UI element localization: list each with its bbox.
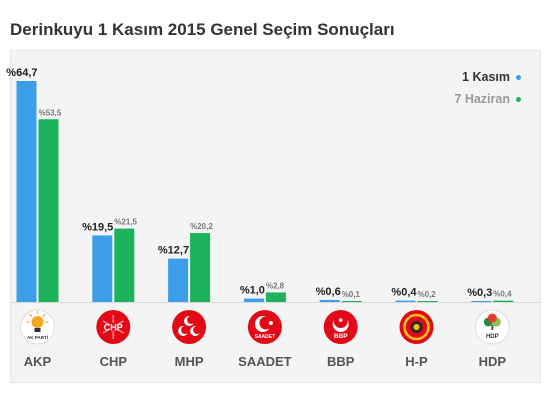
tree-leaf [487,313,497,323]
category-label-chp: CHP [100,354,128,369]
arrow [102,328,111,334]
page-title: Derinkuyu 1 Kasım 2015 Genel Seçim Sonuç… [10,20,395,39]
legend-dot-blue [516,75,521,81]
hdp-tree-icon: HDP [474,309,510,345]
legend-item-7-haziran[interactable]: 7 Haziran [454,88,521,110]
category-label-h-p: H-P [405,354,428,369]
arrow [116,328,125,334]
mhp-three-crescents-icon [172,310,207,344]
value-label-saadet-7-haziran: %2,8 [266,281,285,290]
bar-hdp-7-haziran [493,300,514,302]
logo-text: SAADET [255,334,276,340]
legend-label-1-kasim: 1 Kasım [462,70,510,84]
category-label-hdp: HDP [479,354,507,369]
value-label-mhp-7-haziran: %20,2 [190,222,213,231]
crescent-inner [187,316,196,324]
value-label-mhp-1-kasim: %12,7 [158,245,189,257]
value-label-bbp-1-kasim: %0,6 [316,286,341,298]
akp-bulb-icon: AK PARTİ [20,309,55,345]
value-label-saadet-1-kasim: %1,0 [240,285,265,297]
value-label-h-p-7-haziran: %0,2 [418,290,437,299]
logo-text: BBP [334,333,348,340]
bar-chp-1-kas-m [92,235,113,302]
hp-emblem-icon [399,310,434,344]
category-label-mhp: MHP [175,354,204,369]
value-label-chp-1-kasim: %19,5 [82,221,113,233]
arrow [102,320,111,326]
value-label-h-p-1-kasim: %0,4 [391,287,417,299]
legend-dot-green [516,97,521,103]
bar-mhp-1-kas-m [168,258,189,302]
emblem-ring [403,313,430,341]
star [338,318,343,322]
bar-bbp-1-kas-m [319,299,340,302]
category-label-bbp: BBP [327,354,355,369]
category-label-akp: AKP [24,354,52,369]
bar-chp-7-haziran [114,228,135,302]
legend-item-1-kasim[interactable]: 1 Kasım [454,66,521,88]
bar-bbp-7-haziran [341,301,362,302]
bulb-ray [29,313,33,317]
crescent-inner [259,316,273,330]
logo-text: CHP [104,323,123,333]
saadet-crescent-star-icon: SAADET [247,310,282,344]
value-label-chp-7-haziran: %21,5 [114,218,137,227]
value-label-hdp-1-kasim: %0,3 [467,287,492,299]
bar-h-p-7-haziran [417,301,438,302]
bulb-base [34,328,41,332]
value-label-akp-7-haziran: %53,5 [39,108,62,117]
logo-disc [96,310,131,344]
bbp-crescent-icon: BBP [323,310,358,344]
chart-legend: 1 Kasım 7 Haziran [454,66,521,110]
bar-akp-7-haziran [38,119,59,303]
chp-six-arrows-icon: CHP [96,310,131,344]
bar-hdp-1-kas-m [471,300,492,302]
value-label-akp-1-kasim: %64,7 [6,67,37,79]
arrow [116,320,125,326]
logo-text: AK PARTİ [27,334,48,340]
crescent-inner [181,326,190,334]
logo-disc [172,310,207,344]
bulb-ray [42,313,46,317]
bulb-glass [31,316,44,328]
bar-h-p-1-kas-m [395,300,416,302]
star [268,321,273,325]
tree-trunk [491,325,494,330]
value-label-bbp-7-haziran: %0,1 [342,290,361,299]
bar-mhp-7-haziran [190,233,211,302]
bar-saadet-1-kas-m [243,298,264,302]
emblem-core [413,324,420,330]
bar-saadet-7-haziran [265,292,286,302]
value-label-hdp-7-haziran: %0,4 [493,290,512,299]
legend-label-7-haziran: 7 Haziran [454,92,510,106]
logo-text: HDP [486,334,499,340]
crescent-inner [193,326,202,334]
bar-akp-1-kas-m [16,81,37,302]
category-label-saadet: SAADET [238,354,292,369]
